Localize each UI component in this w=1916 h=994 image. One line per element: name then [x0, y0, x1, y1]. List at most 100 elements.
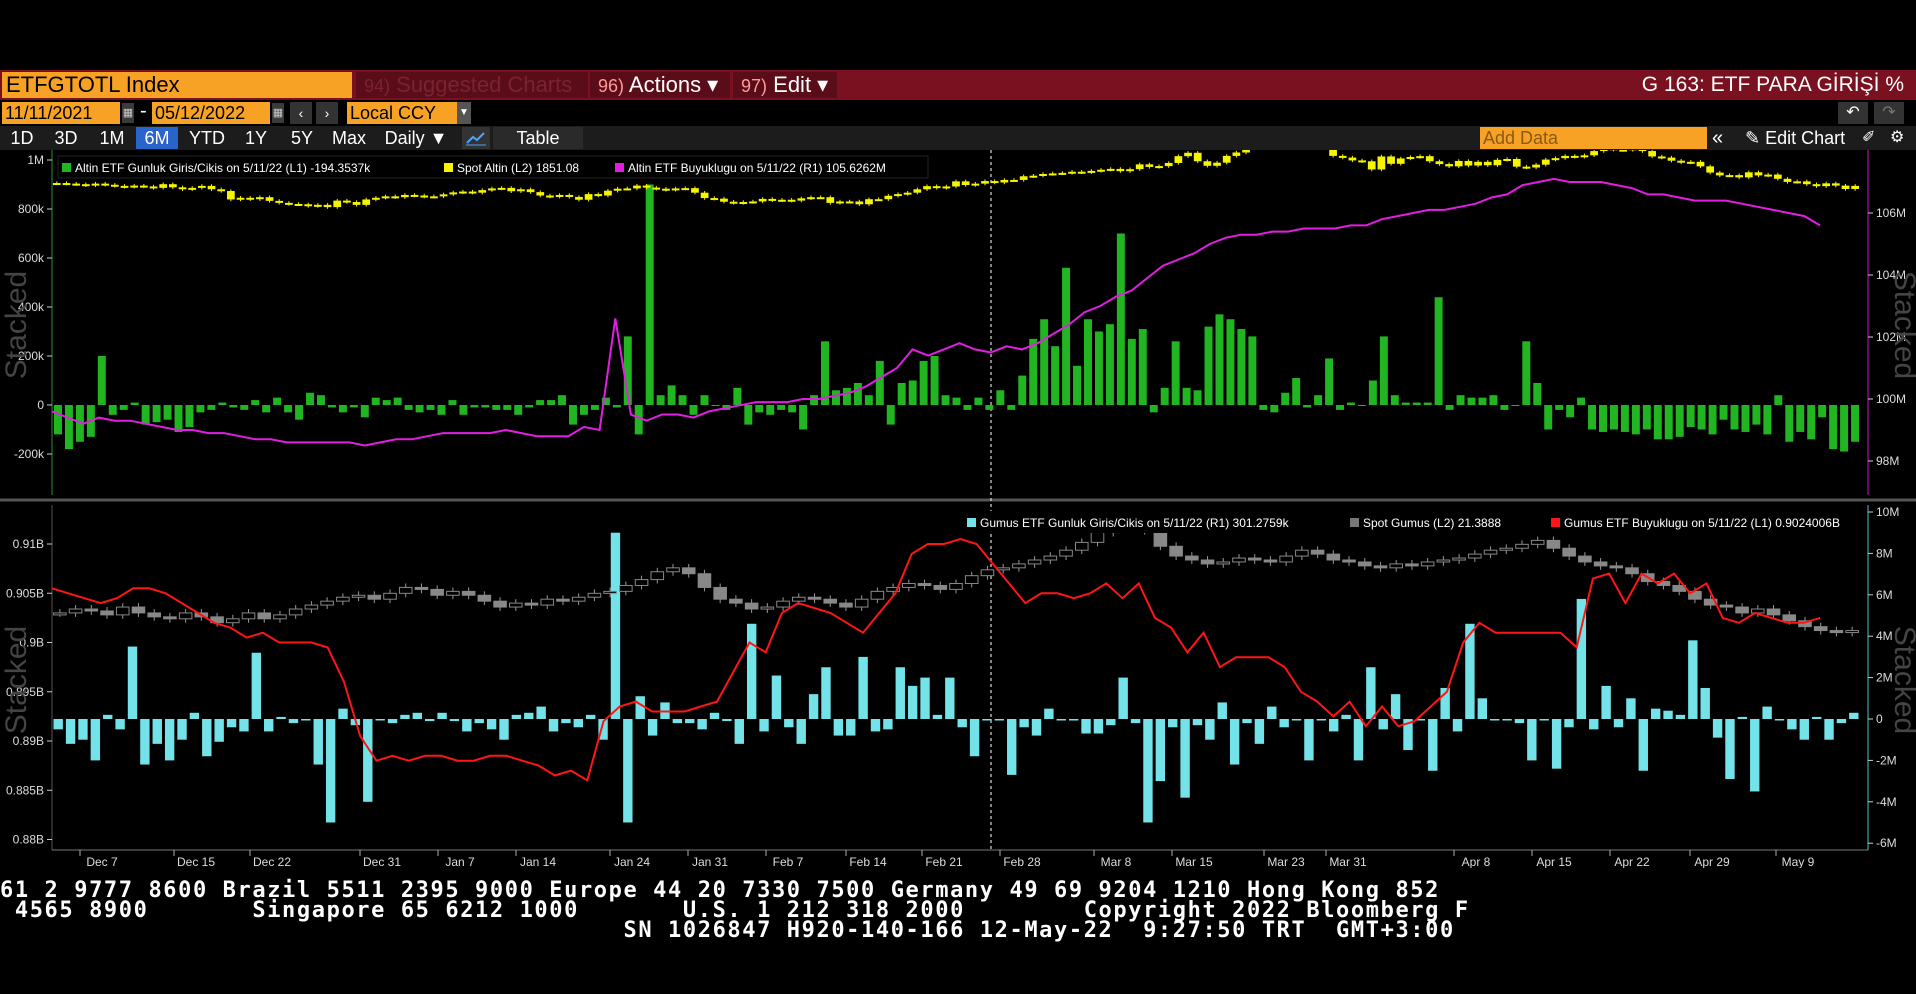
gold-flow-bar — [1620, 405, 1629, 432]
silver-candle — [854, 598, 869, 608]
end-date-field[interactable]: 05/12/2022 — [152, 102, 270, 124]
chevron-down-icon[interactable]: ▼ — [457, 102, 471, 124]
annotate-icon[interactable]: ✐ — [1862, 129, 1876, 146]
x-tick-label: Mar 23 — [1267, 855, 1305, 868]
silver-flow-bar — [214, 719, 224, 742]
gold-flow-bar — [930, 356, 939, 405]
gold-candle — [845, 201, 854, 204]
gold-candle — [1474, 161, 1482, 166]
edit-menu[interactable]: 97) Edit ▾ — [733, 72, 837, 98]
silver-flow-bar — [561, 719, 571, 724]
silver-candle — [1027, 559, 1042, 565]
timeframe-max[interactable]: Max — [331, 128, 366, 148]
gold-candle — [217, 189, 226, 192]
timeframe-5y[interactable]: 5Y — [290, 128, 314, 148]
gold-candle — [1077, 171, 1086, 174]
gold-candle — [555, 194, 564, 197]
actions-menu[interactable]: 96) Actions ▾ — [590, 72, 730, 98]
silver-candle — [1342, 559, 1356, 563]
next-period-button[interactable]: › — [316, 102, 338, 124]
silver-flow-bar — [957, 719, 967, 728]
chart-canvas[interactable]: 1M 800k 600k 400k 200k 0 -200k 106M 104M 102M 100M… — [0, 150, 1916, 868]
gold-flow-bar — [1138, 329, 1147, 405]
edit-chart-button[interactable]: ✎ Edit Chart — [1745, 128, 1846, 148]
gold-flow-bar — [1281, 392, 1290, 405]
silver-flow-bar — [548, 719, 559, 732]
silver-flow-bar — [462, 719, 472, 732]
left-tick-label: 0.905B — [6, 586, 44, 600]
gold-flow-bar — [1226, 319, 1235, 405]
gold-flow-bar — [569, 405, 577, 425]
undo-icon[interactable]: ↶ — [1838, 102, 1868, 124]
gold-candle — [671, 188, 680, 191]
gold-flow-bar — [525, 405, 534, 408]
gold-candle — [623, 188, 632, 191]
add-data-input[interactable]: Add Data — [1480, 127, 1707, 149]
silver-candle — [461, 590, 476, 596]
silver-candle — [273, 614, 287, 620]
gold-candle — [343, 200, 351, 203]
silver-flow-bar — [1242, 719, 1252, 724]
gold-candle — [1435, 161, 1444, 165]
gold-candle — [1039, 173, 1047, 176]
timeframe-ytd[interactable]: YTD — [189, 128, 225, 148]
gold-candle — [488, 188, 496, 191]
x-tick-label: Dec 31 — [363, 855, 401, 868]
gold-candle — [517, 189, 525, 192]
gold-candle — [768, 198, 777, 201]
x-tick-label: Feb 14 — [849, 855, 887, 868]
previous-period-button[interactable]: ‹ — [290, 102, 312, 124]
collapse-icon[interactable]: « — [1712, 127, 1724, 149]
timeframe-3d[interactable]: 3D — [54, 128, 78, 148]
left-tick-label: 0 — [37, 398, 44, 412]
table-button[interactable]: Table — [493, 127, 583, 149]
silver-flow-bar — [623, 719, 633, 823]
gold-flow-bar — [1116, 233, 1125, 405]
silver-candle — [1625, 567, 1639, 575]
silver-flow-bar — [1291, 719, 1302, 721]
calendar-icon[interactable]: ▦ — [122, 103, 134, 123]
suggested-charts-menu[interactable]: 94) Suggested Charts — [356, 72, 588, 98]
gold-flow-bar — [1094, 331, 1103, 405]
currency-select[interactable]: Local CCY — [347, 102, 459, 124]
gold-candle — [401, 194, 409, 198]
footer-line-3: SN 1026847 H920-140-166 12-May-22 9:27:5… — [0, 918, 1455, 943]
silver-flow-bar — [1316, 719, 1327, 721]
gold-candle — [787, 199, 796, 202]
x-tick-label: Jan 24 — [614, 855, 650, 868]
gold-flow-bar — [1215, 314, 1224, 405]
timeframe-1y[interactable]: 1Y — [244, 128, 268, 148]
gold-candle — [1106, 168, 1115, 171]
calendar-icon[interactable]: ▦ — [272, 103, 284, 123]
silver-candle — [1295, 549, 1309, 557]
silver-candle — [1185, 555, 1199, 561]
frequency-select[interactable]: Daily ▼ — [384, 128, 448, 148]
silver-flow-bar — [1019, 719, 1029, 728]
gold-candle — [932, 186, 941, 189]
timeframe-1m[interactable]: 1M — [99, 128, 125, 148]
gold-candle — [749, 201, 757, 204]
gold-candle — [304, 204, 313, 207]
gold-flow-bar — [1248, 336, 1257, 405]
silver-candle — [902, 583, 916, 588]
gold-flow-bar — [853, 382, 862, 405]
silver-flow-bar — [746, 623, 757, 719]
gold-candle — [1831, 183, 1840, 186]
gold-candle — [652, 187, 661, 190]
silver-candle — [446, 590, 460, 596]
gold-candle — [884, 195, 893, 200]
gear-icon[interactable]: ⚙ — [1890, 129, 1905, 146]
line-chart-icon[interactable] — [462, 127, 490, 149]
redo-icon[interactable]: ↷ — [1874, 102, 1904, 124]
silver-flow-bar — [400, 714, 410, 719]
timeframe-1d[interactable]: 1D — [10, 128, 34, 148]
gold-candle — [1416, 156, 1424, 159]
silver-flow-bar — [573, 719, 583, 728]
ticker-field[interactable]: ETFGTOTL Index — [2, 72, 352, 98]
start-date-field[interactable]: 11/11/2021 — [2, 102, 120, 124]
right-tick-label: 4M — [1876, 629, 1893, 643]
timeframe-6m[interactable]: 6M — [136, 127, 178, 149]
gold-candle — [507, 187, 516, 192]
x-tick-label: Mar 15 — [1175, 855, 1213, 868]
gold-candle — [1677, 160, 1686, 163]
